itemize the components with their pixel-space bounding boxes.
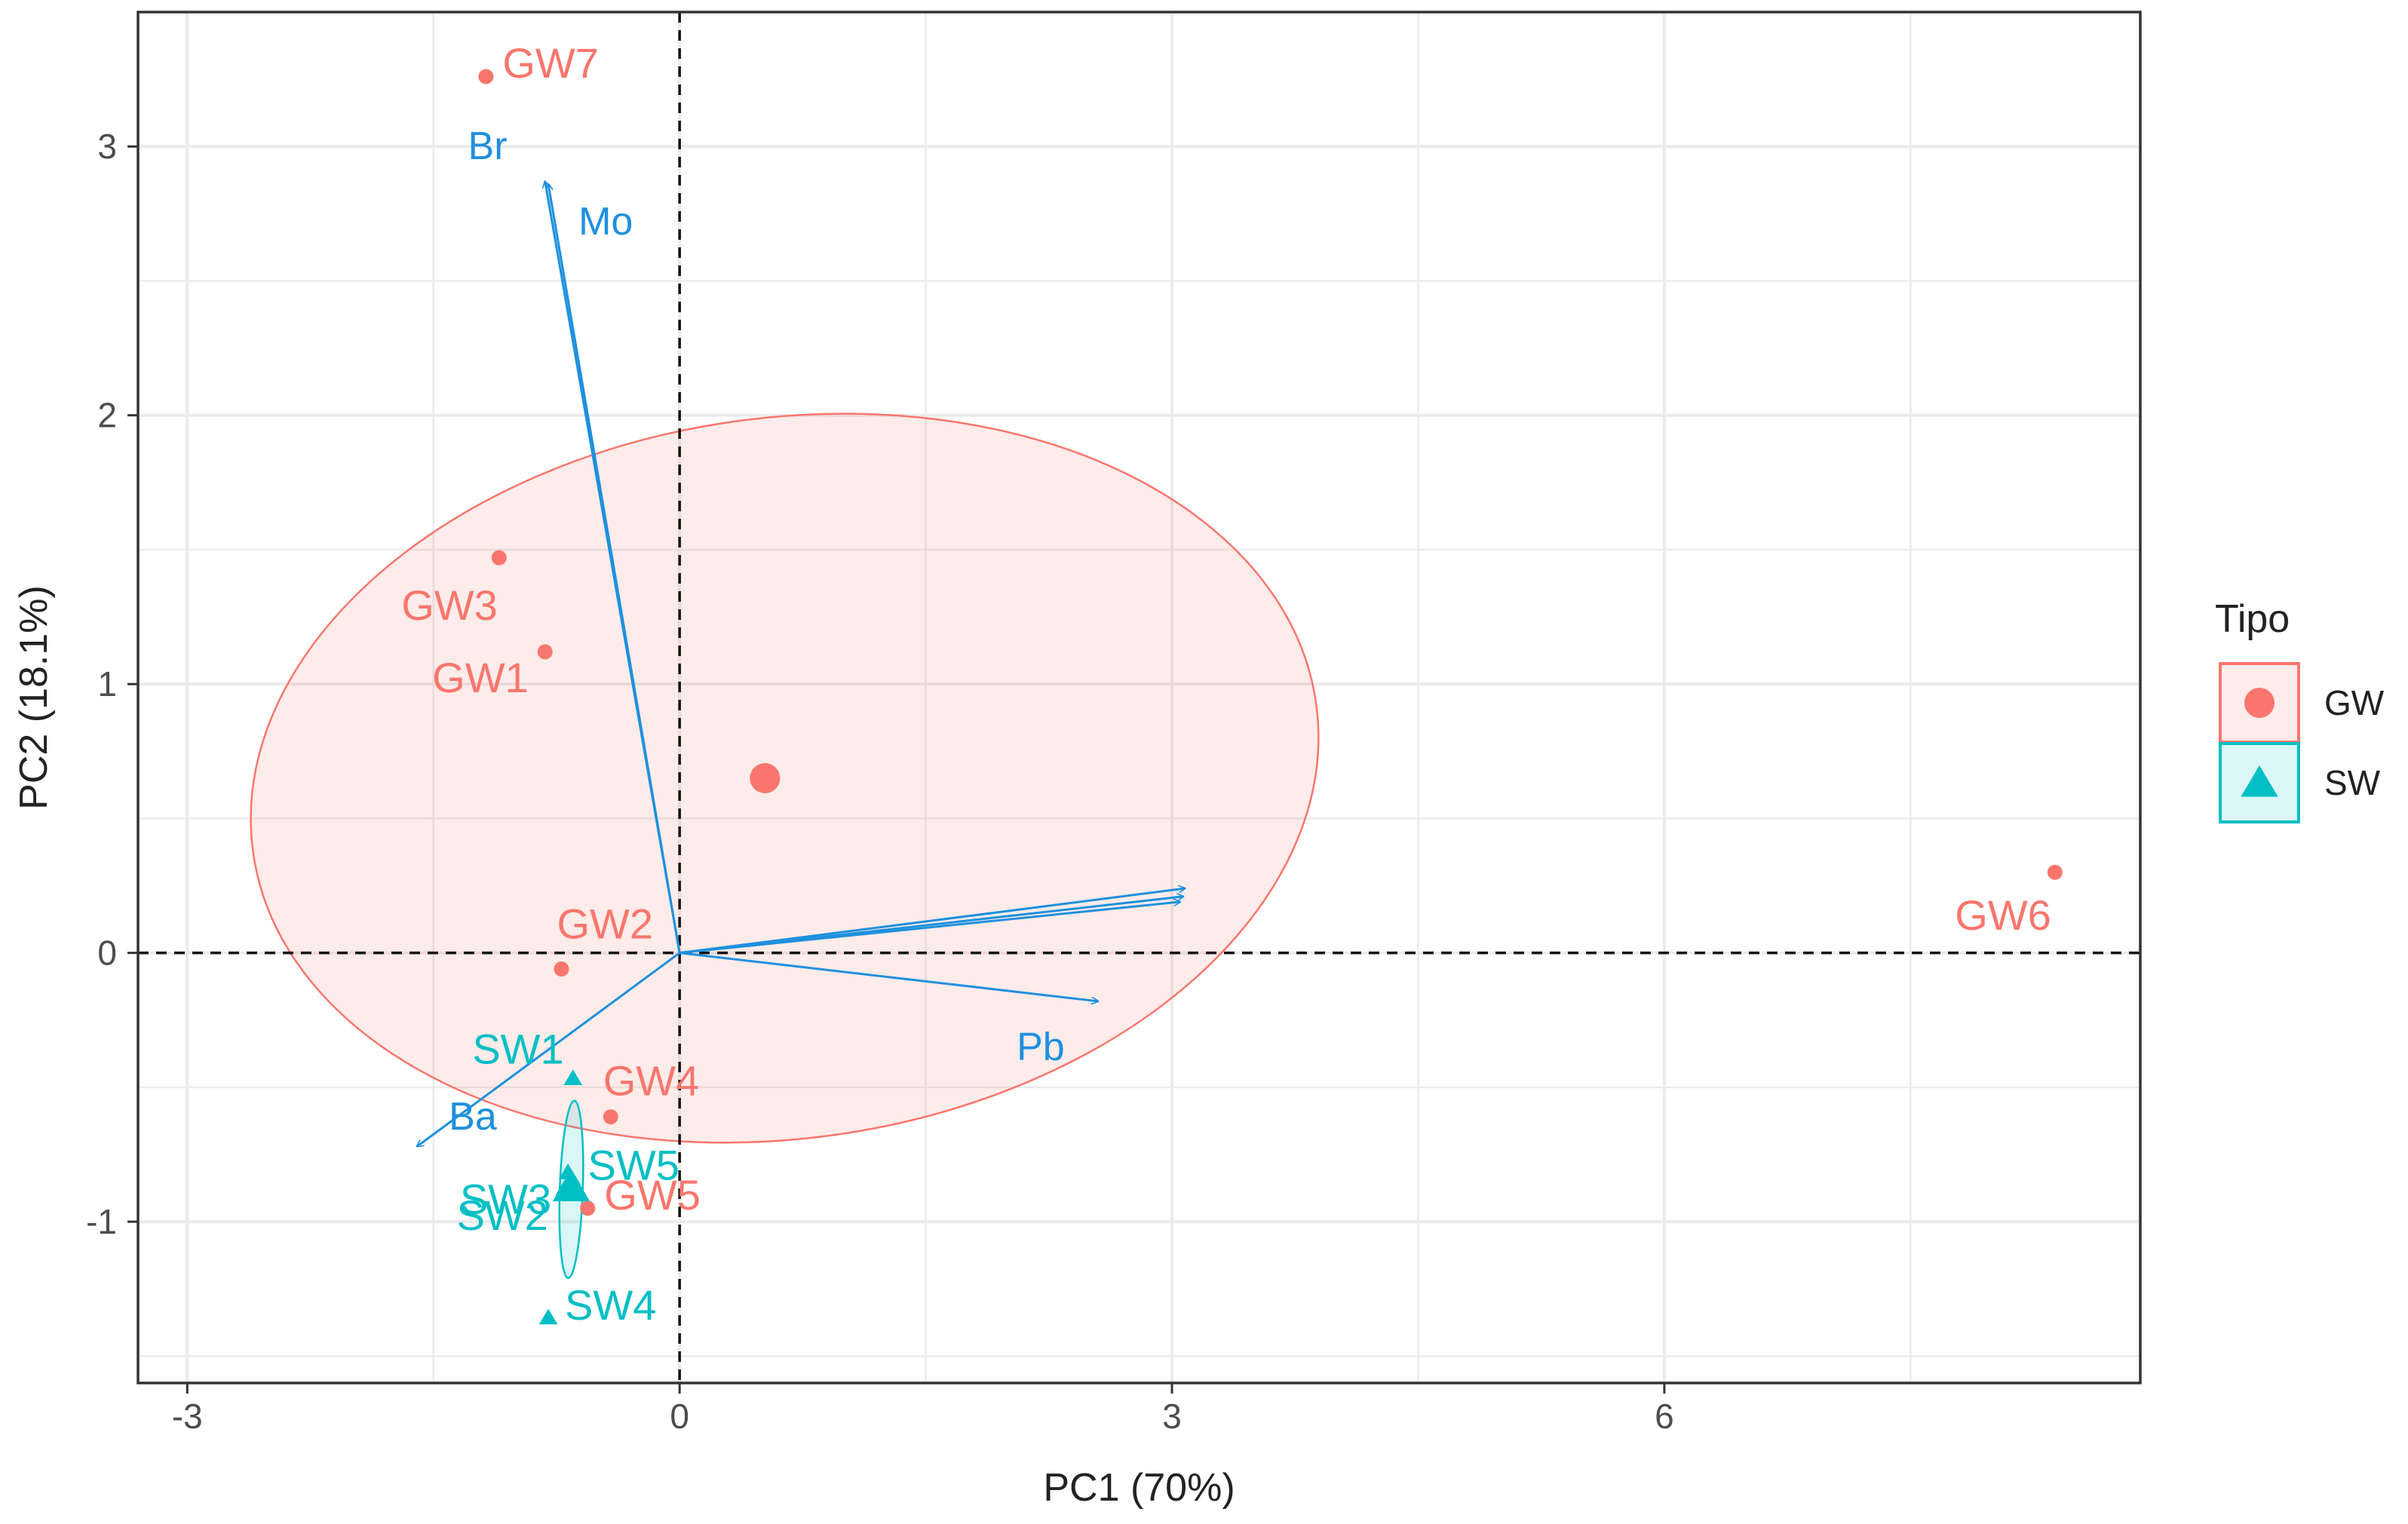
loading-vector-pb: [679, 952, 1098, 1001]
legend-label-sw: SW: [2324, 763, 2381, 802]
point-label-sw4: SW4: [565, 1281, 656, 1329]
vector-label-mo: Mo: [578, 200, 633, 244]
panel-border: [137, 11, 2142, 1384]
y-tick-label: 0: [97, 934, 117, 973]
x-tick-label: -3: [172, 1397, 203, 1436]
axes: -3 0 3 6 -1 0 1 2 3: [86, 127, 1674, 1436]
legend-label-gw: GW: [2324, 683, 2385, 722]
x-axis-title: PC1 (70%): [1043, 1466, 1235, 1510]
vector-label-ba: Ba: [449, 1095, 497, 1139]
point-gw3: [491, 550, 507, 566]
vector-labels: Br Mo Pb Ba: [449, 124, 1065, 1139]
point-label-gw3: GW3: [401, 581, 498, 629]
point-gw4: [603, 1109, 618, 1125]
centroid-gw: [750, 762, 781, 793]
y-tick-label: 3: [97, 127, 117, 166]
x-tick-label: 6: [1655, 1397, 1674, 1436]
legend-symbol-sw: [2241, 765, 2278, 797]
point-label-gw7: GW7: [502, 39, 599, 87]
point-label-sw1: SW1: [472, 1026, 563, 1073]
group-ellipses: [250, 412, 1320, 1280]
point-gw2: [554, 961, 569, 977]
point-gw6: [2047, 864, 2063, 880]
point-label-gw1: GW1: [432, 654, 529, 701]
x-tick-label: 0: [670, 1397, 689, 1436]
point-label-gw2: GW2: [557, 900, 653, 948]
point-label-sw3: SW3: [460, 1175, 551, 1222]
legend: Tipo GW SW: [2215, 597, 2385, 823]
point-label-sw5: SW5: [588, 1142, 679, 1189]
vector-label-br: Br: [468, 124, 508, 168]
legend-symbol-gw: [2244, 688, 2275, 718]
point-label-sw2: SW2: [456, 1191, 548, 1239]
loading-vector-unlabeled: [679, 888, 1185, 955]
vector-label-pb: Pb: [1017, 1025, 1065, 1069]
ellipse-gw: [250, 412, 1320, 1144]
point-label-gw4: GW4: [603, 1057, 700, 1105]
point-gw7: [478, 69, 494, 84]
point-sw1: [563, 1069, 583, 1085]
y-axis-title: PC2 (18.1%): [12, 585, 56, 810]
y-tick-label: 1: [97, 664, 117, 704]
legend-title: Tipo: [2215, 597, 2290, 641]
y-tick-label: -1: [86, 1202, 117, 1241]
centroid-sw: [552, 1170, 590, 1201]
loading-vector-ba: [417, 952, 681, 1147]
loading-vector-mo: [548, 184, 681, 953]
x-tick-label: 3: [1162, 1397, 1182, 1436]
point-gw5: [580, 1200, 596, 1216]
y-tick-label: 2: [97, 396, 117, 435]
loading-vector-unlabeled: [679, 902, 1180, 955]
point-label-gw6: GW6: [1955, 891, 2051, 939]
point-sw4: [538, 1308, 558, 1325]
score-points: [478, 69, 2063, 1325]
point-gw1: [537, 644, 553, 660]
reference-lines: [138, 12, 2140, 1383]
point-label-gw5: GW5: [604, 1171, 701, 1219]
loading-vectors: [417, 182, 1185, 1147]
